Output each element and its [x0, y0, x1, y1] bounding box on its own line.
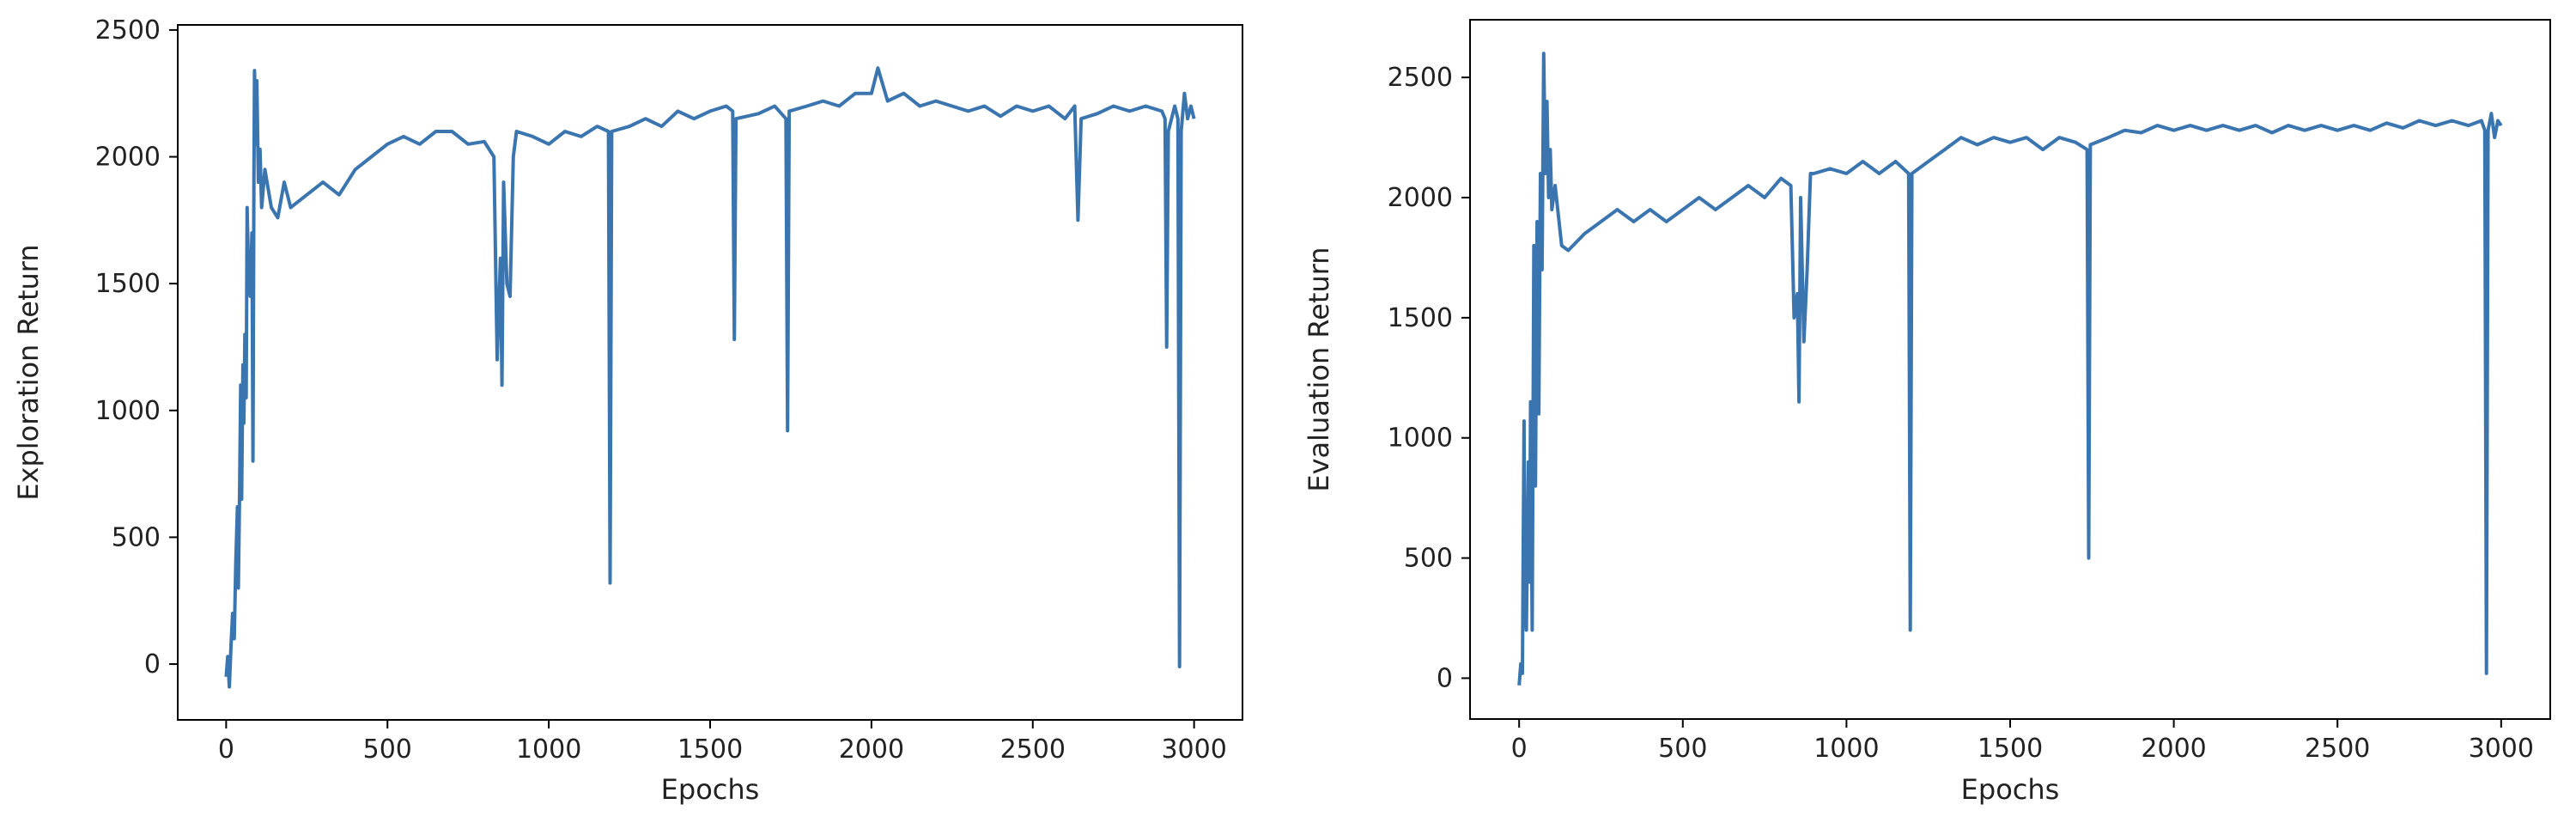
series-line-1: [224, 66, 1196, 689]
x-tick-label: 3000: [2469, 734, 2534, 764]
y-tick-label: 2000: [1388, 183, 1453, 213]
y-tick-label: 0: [144, 649, 161, 680]
x-tick-label: 500: [363, 734, 412, 765]
x-tick-label: 2000: [2141, 734, 2206, 764]
y-tick-label: 500: [112, 522, 161, 552]
x-tick-label: 1000: [516, 734, 581, 765]
y-tick-label: 2000: [95, 143, 161, 173]
series-line-1: [1517, 52, 2503, 686]
y-tick-label: 1000: [1388, 424, 1453, 454]
x-tick-label: 1500: [1978, 734, 2043, 764]
y-tick-label: 1500: [1388, 303, 1453, 333]
y-tick-label: 0: [1437, 663, 1453, 693]
y-tick-label: 2500: [95, 15, 161, 46]
x-tick-label: 3000: [1161, 734, 1226, 765]
chart-panel-1: 0 500 1000 1500 2000 2500 3000 0 500 1000 1500 2000…: [12, 15, 1243, 806]
y-tick-label: 1000: [95, 396, 161, 426]
x-tick-label: 1500: [677, 734, 743, 765]
x-tick-label: 2500: [2305, 734, 2370, 764]
x-axis-label: Epochs: [661, 773, 760, 806]
x-tick-label: 2500: [1000, 734, 1066, 765]
y-axis-label: Exploration Return: [12, 244, 45, 500]
y-tick-label: 1500: [95, 269, 161, 299]
x-tick-label: 1000: [1814, 734, 1879, 764]
x-tick-label: 0: [218, 734, 234, 765]
x-tick-label: 500: [1658, 734, 1707, 764]
y-tick-label: 500: [1404, 544, 1453, 574]
chart-panel-2: 0 500 1000 1500 2000 2500 3000 0 500 1000 1500 2000…: [1303, 19, 2551, 806]
x-axis-label: Epochs: [1961, 773, 2060, 806]
y-axis-label: Evaluation Return: [1303, 247, 1335, 491]
x-tick-label: 2000: [839, 734, 904, 765]
x-tick-label: 0: [1511, 734, 1528, 764]
y-tick-label: 2500: [1388, 63, 1453, 93]
